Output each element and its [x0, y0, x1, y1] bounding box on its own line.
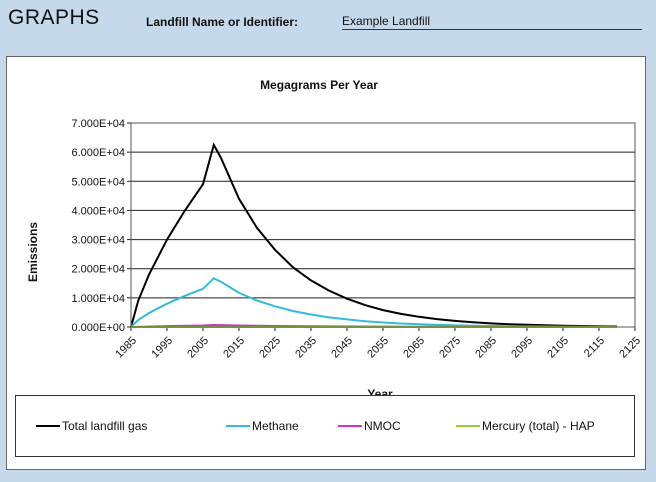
legend-label: Mercury (total) - HAP [482, 419, 595, 433]
y-tick-label: 5.000E+04 [71, 176, 125, 188]
page-title: GRAPHS [8, 6, 100, 29]
x-axis-label: Year [367, 387, 393, 395]
x-tick-label: 2115 [582, 335, 607, 360]
x-tick-label: 1985 [113, 335, 139, 361]
x-tick-label: 2055 [365, 335, 391, 361]
series-line-methane [130, 277, 617, 328]
legend-item-mercury: Mercury (total) - HAP [456, 419, 595, 433]
x-tick-label: 2125 [617, 335, 643, 361]
x-tick-label: 2015 [221, 335, 247, 361]
legend-label: Methane [252, 419, 299, 433]
x-tick-label: 2035 [293, 335, 319, 361]
legend-label: Total landfill gas [62, 419, 148, 433]
legend-label: NMOC [364, 419, 401, 433]
x-tick-label: 2085 [473, 335, 499, 361]
identifier-label: Landfill Name or Identifier: [146, 15, 299, 29]
chart-title: Megagrams Per Year [260, 78, 378, 92]
x-tick-label: 2095 [509, 335, 535, 361]
x-tick-label: 1995 [149, 335, 175, 361]
y-axis-label: Emissions [26, 222, 40, 282]
identifier-field[interactable]: Example Landfill [342, 14, 642, 30]
legend-swatch [226, 425, 250, 427]
legend-swatch [36, 425, 60, 427]
x-tick-label: 2065 [401, 335, 427, 361]
plot-area-border [130, 122, 636, 328]
chart-panel: Megagrams Per Year Emissions Year 0.000E… [6, 56, 646, 470]
y-tick-label: 1.000E+04 [71, 293, 125, 305]
emissions-chart: Megagrams Per Year Emissions Year 0.000E… [26, 78, 643, 395]
x-tick-label: 2105 [545, 335, 571, 361]
y-tick-label: 7.000E+04 [71, 118, 125, 130]
legend-item-total-landfill-gas: Total landfill gas [36, 419, 147, 433]
x-tick-label: 2025 [257, 335, 283, 361]
x-tick-label: 2005 [185, 335, 211, 361]
series-line-total-landfill-gas [130, 142, 618, 328]
y-tick-label: 3.000E+04 [71, 235, 125, 247]
y-tick-label: 2.000E+04 [71, 264, 125, 276]
y-tick-label: 0.000E+00 [71, 322, 125, 334]
legend-item-methane: Methane [226, 419, 299, 433]
y-tick-label: 6.000E+04 [71, 147, 125, 159]
legend-item-nmoc: NMOC [338, 419, 401, 433]
x-tick-label: 2045 [329, 335, 355, 361]
legend-swatch [338, 425, 362, 427]
legend: Total landfill gas Methane NMOC Mercury … [15, 395, 635, 457]
y-tick-label: 4.000E+04 [71, 205, 125, 217]
x-tick-label: 2075 [437, 335, 463, 361]
legend-swatch [456, 425, 480, 427]
